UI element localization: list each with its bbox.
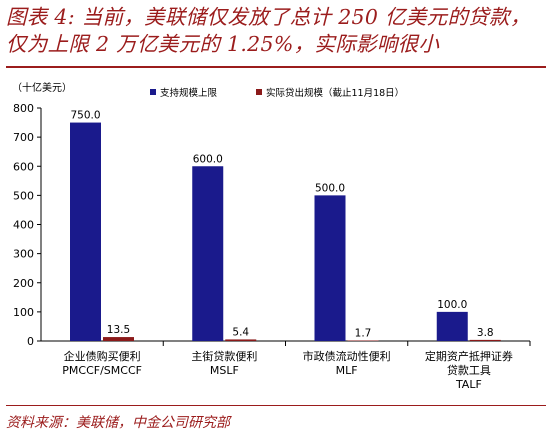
x-category-label: 主街贷款便利 (191, 349, 257, 363)
x-category-label: 市政债流动性便利 (303, 349, 391, 363)
source-divider (6, 405, 546, 406)
bar-cap (70, 122, 101, 341)
bar-actual (469, 339, 501, 341)
x-category-label: 定期资产抵押证券 (425, 349, 513, 363)
y-axis-unit-label: （十亿美元） (12, 81, 72, 94)
bar-cap (192, 166, 224, 341)
bar-cap (436, 311, 468, 341)
legend-swatch (256, 89, 262, 95)
y-tick-label: 500 (13, 189, 34, 202)
x-category-label: TALF (455, 378, 482, 391)
data-label: 500.0 (315, 182, 345, 194)
data-label: 5.4 (232, 326, 249, 338)
y-tick-label: 0 (27, 335, 34, 348)
data-label: 750.0 (70, 110, 100, 122)
y-tick-label: 700 (13, 131, 34, 144)
y-tick-label: 400 (13, 219, 34, 232)
y-tick-label: 600 (13, 160, 34, 173)
data-label: 100.0 (437, 299, 467, 311)
y-tick-label: 800 (13, 102, 34, 115)
y-tick-label: 200 (13, 277, 34, 290)
source-note: 资料来源：美联储，中金公司研究部 (6, 415, 230, 431)
data-label: 1.7 (355, 328, 372, 340)
y-tick-label: 300 (13, 248, 34, 261)
x-category-label: MLF (336, 364, 358, 377)
bar-cap (314, 195, 346, 341)
chart-title: 图表 4: 当前，美联储仅发放了总计 250 亿美元的贷款，仅为上限 2 万亿美… (6, 5, 531, 56)
bar-actual (103, 337, 134, 341)
legend-swatch (150, 89, 156, 95)
x-category-label: 企业债购买便利 (64, 349, 141, 363)
y-tick-label: 100 (13, 306, 34, 319)
legend-label: 实际贷出规模（截止11月18日） (266, 87, 404, 99)
x-category-label: PMCCF/SMCCF (62, 364, 142, 377)
data-label: 13.5 (107, 324, 130, 336)
data-label: 600.0 (193, 153, 223, 165)
title-divider (6, 66, 546, 68)
legend-label: 支持规模上限 (160, 87, 218, 99)
bar-actual (225, 339, 257, 341)
data-label: 3.8 (477, 327, 494, 339)
x-category-label: MSLF (210, 364, 239, 377)
x-category-label: 贷款工具 (447, 363, 491, 377)
